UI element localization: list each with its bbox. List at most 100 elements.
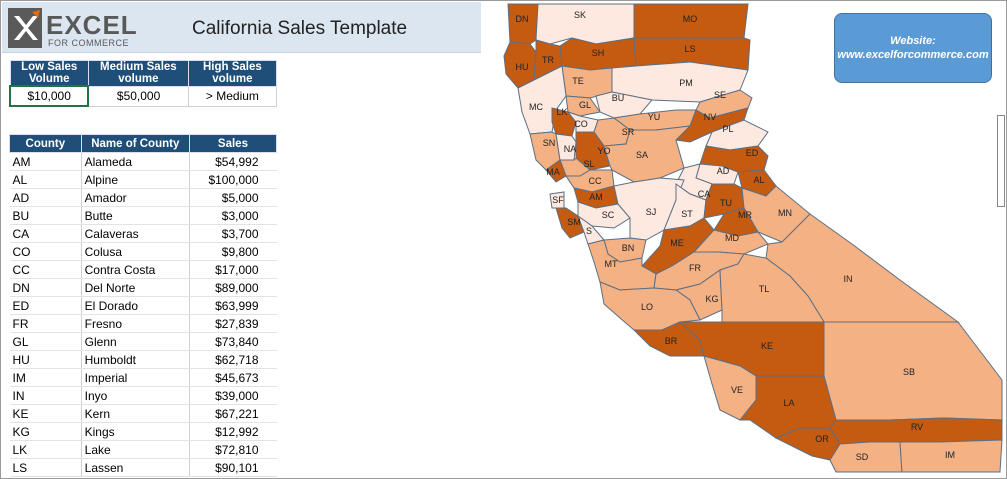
cell-county-name[interactable]: Butte	[80, 206, 190, 225]
map-label-FR: FR	[689, 263, 701, 273]
table-row[interactable]: CO Colusa $9,800	[9, 242, 277, 261]
cell-county-code[interactable]: LS	[9, 458, 82, 477]
map-label-MD: MD	[725, 233, 739, 243]
cell-county-name[interactable]: Calaveras	[80, 224, 190, 243]
cell-sales[interactable]: $39,000	[188, 386, 277, 405]
cell-county-code[interactable]: AL	[9, 170, 82, 189]
table-row[interactable]: GL Glenn $73,840	[9, 332, 277, 351]
map-label-AD: AD	[717, 166, 730, 176]
legend-cell-medium[interactable]: $50,000	[87, 85, 189, 107]
cell-county-name[interactable]: Contra Costa	[80, 260, 190, 279]
cell-county-name[interactable]: Alameda	[80, 152, 190, 171]
cell-county-name[interactable]: Lake	[80, 440, 190, 459]
cell-sales[interactable]: $54,992	[188, 152, 277, 171]
cell-county-name[interactable]: Inyo	[80, 386, 190, 405]
cell-sales[interactable]: $90,101	[188, 458, 277, 477]
cell-county-name[interactable]: Amador	[80, 188, 190, 207]
column-header-sales: Sales	[188, 134, 278, 153]
cell-sales[interactable]: $67,221	[188, 404, 277, 423]
table-row[interactable]: CC Contra Costa $17,000	[9, 260, 277, 279]
table-row[interactable]: IM Imperial $45,673	[9, 368, 277, 387]
legend-header-high: High Sales volume	[187, 60, 278, 87]
cell-sales[interactable]: $100,000	[188, 170, 277, 189]
cell-county-code[interactable]: CA	[9, 224, 82, 243]
cell-sales[interactable]: $3,000	[188, 206, 277, 225]
cell-sales[interactable]: $73,840	[188, 332, 277, 351]
cell-sales[interactable]: $62,718	[188, 350, 277, 369]
table-row[interactable]: IN Inyo $39,000	[9, 386, 277, 405]
table-row[interactable]: HU Humboldt $62,718	[9, 350, 277, 369]
table-row[interactable]: BU Butte $3,000	[9, 206, 277, 225]
cell-sales[interactable]: $5,000	[188, 188, 277, 207]
map-label-MT: MT	[605, 259, 618, 269]
cell-sales[interactable]: $9,800	[188, 242, 277, 261]
website-url[interactable]: www.excelforcommerce.com	[837, 49, 989, 61]
cell-county-name[interactable]: Fresno	[80, 314, 190, 333]
table-row[interactable]: ED El Dorado $63,999	[9, 296, 277, 315]
cell-sales[interactable]: $89,000	[188, 278, 277, 297]
table-row[interactable]: KG Kings $12,992	[9, 422, 277, 441]
cell-county-name[interactable]: Alpine	[80, 170, 190, 189]
cell-county-name[interactable]: Imperial	[80, 368, 190, 387]
cell-county-code[interactable]: ED	[9, 296, 82, 315]
table-row[interactable]: FR Fresno $27,839	[9, 314, 277, 333]
map-label-SM: SM	[567, 217, 581, 227]
cell-sales[interactable]: $3,700	[188, 224, 277, 243]
map-label-LO: LO	[641, 302, 653, 312]
cell-county-code[interactable]: KE	[9, 404, 82, 423]
map-label-CA: CA	[698, 189, 711, 199]
cell-sales[interactable]: $72,810	[188, 440, 277, 459]
table-row[interactable]: CA Calaveras $3,700	[9, 224, 277, 243]
table-row[interactable]: AM Alameda $54,992	[9, 152, 277, 171]
region-MT	[587, 239, 657, 291]
cell-county-name[interactable]: Humboldt	[80, 350, 190, 369]
website-box[interactable]: Website: www.excelforcommerce.com	[834, 13, 992, 83]
map-label-HU: HU	[516, 62, 529, 72]
map-label-S: S	[586, 226, 592, 236]
cell-sales[interactable]: $27,839	[188, 314, 277, 333]
cell-county-code[interactable]: AD	[9, 188, 82, 207]
logo-text: EXCEL	[46, 10, 138, 40]
cell-county-code[interactable]: AM	[9, 152, 82, 171]
cell-county-name[interactable]: Kern	[80, 404, 190, 423]
legend-cell-low[interactable]: $10,000	[8, 85, 90, 107]
county-table: County Name of County Sales AM Alameda $54…	[9, 134, 278, 477]
cell-county-name[interactable]: Kings	[80, 422, 190, 441]
map-label-OR: OR	[815, 434, 829, 444]
map-label-YU: YU	[648, 112, 661, 122]
cell-county-code[interactable]: KG	[9, 422, 82, 441]
cell-county-name[interactable]: El Dorado	[80, 296, 190, 315]
table-row[interactable]: DN Del Norte $89,000	[9, 278, 277, 297]
cell-sales[interactable]: $12,992	[188, 422, 277, 441]
map-label-SE: SE	[714, 90, 726, 100]
table-row[interactable]: LK Lake $72,810	[9, 440, 277, 459]
cell-county-name[interactable]: Lassen	[80, 458, 190, 477]
cell-county-name[interactable]: Del Norte	[80, 278, 190, 297]
cell-sales[interactable]: $45,673	[188, 368, 277, 387]
cell-county-code[interactable]: CO	[9, 242, 82, 261]
cell-county-code[interactable]: HU	[9, 350, 82, 369]
cell-sales[interactable]: $63,999	[188, 296, 277, 315]
cell-county-code[interactable]: FR	[9, 314, 82, 333]
map-label-TR: TR	[542, 55, 554, 65]
cell-county-code[interactable]: LK	[9, 440, 82, 459]
map-label-SJ: SJ	[646, 207, 657, 217]
table-row[interactable]: LS Lassen $90,101	[9, 458, 277, 477]
scroll-marker[interactable]	[997, 115, 1005, 207]
table-row[interactable]: KE Kern $67,221	[9, 404, 277, 423]
map-label-BU: BU	[612, 93, 625, 103]
map-label-NV: NV	[704, 112, 717, 122]
cell-county-code[interactable]: IM	[9, 368, 82, 387]
map-label-TE: TE	[572, 76, 584, 86]
cell-county-name[interactable]: Glenn	[80, 332, 190, 351]
cell-county-name[interactable]: Colusa	[80, 242, 190, 261]
legend-cell-high[interactable]: > Medium	[187, 85, 278, 107]
table-row[interactable]: AD Amador $5,000	[9, 188, 277, 207]
table-row[interactable]: AL Alpine $100,000	[9, 170, 277, 189]
cell-county-code[interactable]: IN	[9, 386, 82, 405]
cell-county-code[interactable]: GL	[9, 332, 82, 351]
cell-sales[interactable]: $17,000	[188, 260, 277, 279]
cell-county-code[interactable]: BU	[9, 206, 82, 225]
cell-county-code[interactable]: CC	[9, 260, 82, 279]
cell-county-code[interactable]: DN	[9, 278, 82, 297]
